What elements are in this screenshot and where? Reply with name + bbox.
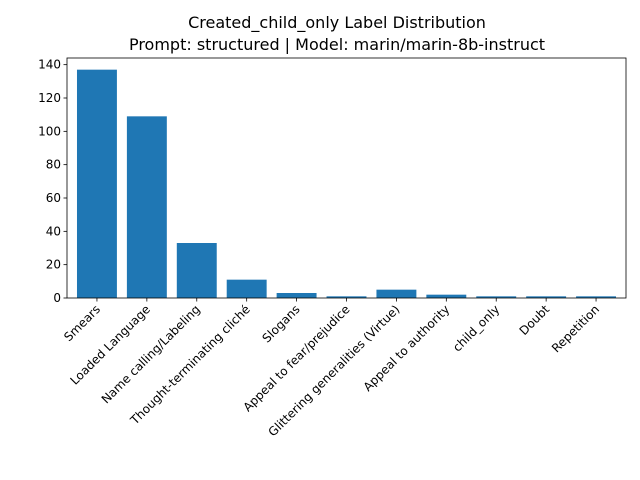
bar-11 <box>576 296 617 298</box>
y-tick-label-6: 120 <box>38 91 61 105</box>
y-tick-label-0: 0 <box>53 291 61 305</box>
x-tick-label-1: Smears <box>61 302 103 344</box>
bar-1 <box>76 69 117 299</box>
x-tick-label-3: Name calling/Labeling <box>99 302 203 406</box>
bar-10 <box>526 296 567 298</box>
x-tick-label-5: Slogans <box>259 302 302 345</box>
x-tick-label-11: Repetition <box>549 302 602 355</box>
bar-8 <box>426 294 467 298</box>
y-tick-label-1: 20 <box>46 258 61 272</box>
y-tick-label-5: 100 <box>38 124 61 138</box>
bar-3 <box>176 243 217 298</box>
bar-6 <box>326 296 367 298</box>
bar-7 <box>376 289 417 298</box>
chart-title: Created_child_only Label Distribution <box>188 13 486 33</box>
y-tick-label-7: 140 <box>38 58 61 72</box>
bar-9 <box>476 296 517 298</box>
x-tick-label-8: Appeal to authority <box>361 302 453 394</box>
x-tick-label-9: child_only <box>450 302 502 354</box>
y-tick-label-4: 80 <box>46 158 61 172</box>
bar-5 <box>276 293 317 298</box>
chart-subtitle: Prompt: structured | Model: marin/marin-… <box>129 35 545 54</box>
y-tick-label-3: 60 <box>46 191 61 205</box>
bar-4 <box>226 279 267 298</box>
y-tick-label-2: 40 <box>46 224 61 238</box>
bar-2 <box>126 116 167 298</box>
x-tick-label-10: Doubt <box>517 302 553 338</box>
